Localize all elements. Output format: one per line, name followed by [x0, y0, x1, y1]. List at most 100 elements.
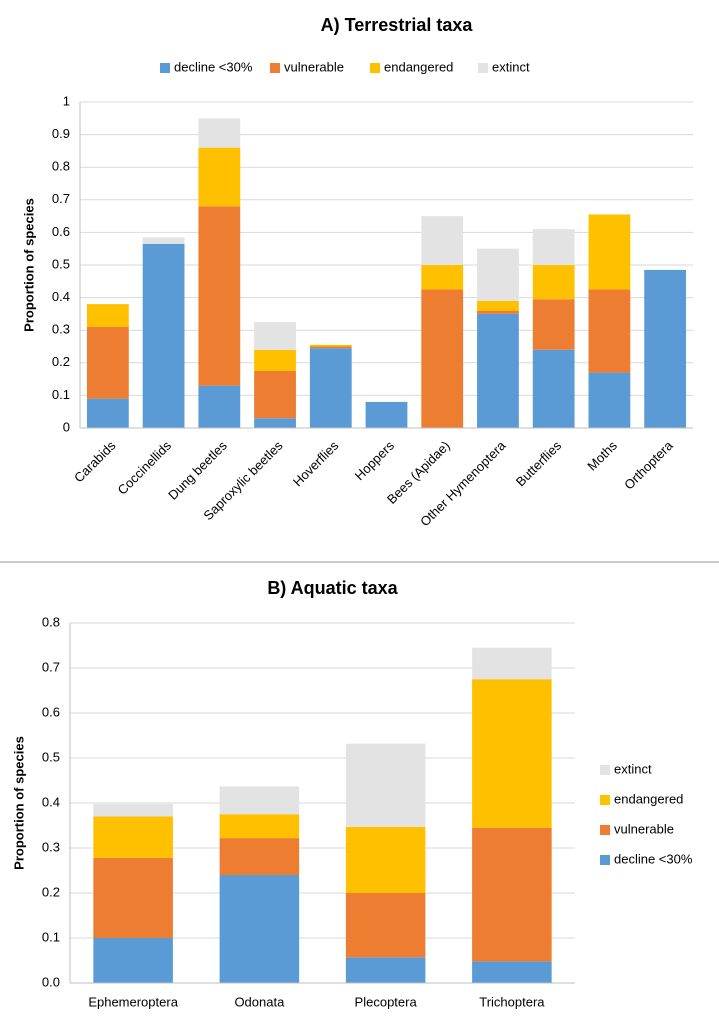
- x-tick-label: Coccinellids: [114, 438, 174, 498]
- bar-segment: [421, 289, 464, 428]
- bar-segment: [345, 957, 426, 983]
- bar-segment: [309, 348, 352, 428]
- y-tick-label: 0.2: [42, 884, 60, 899]
- x-tick-label: Hoverflies: [290, 438, 342, 490]
- bar-segment: [142, 237, 185, 244]
- legend-swatch: [270, 63, 280, 73]
- legend-label: decline <30%: [174, 59, 253, 74]
- bar-segment: [254, 349, 296, 371]
- bar-segment: [477, 313, 519, 428]
- y-tick-label: 0.3: [42, 839, 60, 854]
- legend-swatch: [600, 825, 610, 835]
- bar-segment: [345, 893, 426, 958]
- bar-segment: [644, 269, 687, 428]
- legend-label: vulnerable: [284, 59, 344, 74]
- bar-segment: [219, 814, 300, 839]
- y-tick-label: 0.2: [52, 354, 70, 369]
- y-axis-title: Proportion of species: [21, 198, 36, 332]
- y-tick-label: 0.4: [42, 794, 60, 809]
- bar-segment: [198, 147, 241, 207]
- bar-segment: [198, 385, 241, 428]
- legend-label: endangered: [614, 791, 683, 806]
- bar-segment: [365, 401, 408, 428]
- bar-segment: [421, 265, 464, 290]
- bar-segment: [532, 349, 575, 428]
- y-tick-label: 0.6: [42, 704, 60, 719]
- bar-segment: [532, 265, 575, 300]
- y-tick-label: 0.7: [42, 659, 60, 674]
- bar-segment: [93, 857, 173, 938]
- y-tick-label: 0.8: [42, 614, 60, 629]
- y-tick-label: 0.7: [52, 191, 70, 206]
- legend-label: endangered: [384, 59, 453, 74]
- bar-segment: [345, 826, 426, 893]
- bar-segment: [93, 938, 173, 983]
- bar-segment: [345, 743, 426, 827]
- y-tick-label: 0.1: [52, 387, 70, 402]
- y-axis-title: Proportion of species: [11, 736, 26, 870]
- bar-segment: [309, 344, 352, 347]
- bar-segment: [86, 304, 129, 327]
- legend-swatch: [478, 63, 488, 73]
- y-tick-label: 0.5: [52, 256, 70, 271]
- bar-segment: [477, 300, 519, 311]
- x-tick-label: Carabids: [71, 438, 119, 486]
- x-tick-label: Plecoptera: [355, 994, 418, 1009]
- bar-segment: [254, 370, 296, 419]
- bar-segment: [219, 875, 300, 983]
- legend-label: decline <30%: [614, 851, 693, 866]
- bar-segment: [472, 647, 552, 680]
- bar-segment: [198, 118, 241, 148]
- y-tick-label: 0.1: [42, 929, 60, 944]
- bar-segment: [532, 299, 575, 350]
- y-tick-label: 0.4: [52, 289, 70, 304]
- bar-segment: [198, 206, 241, 386]
- x-tick-label: Ephemeroptera: [88, 994, 178, 1009]
- x-tick-label: Hoppers: [352, 438, 398, 484]
- y-tick-label: 0.9: [52, 126, 70, 141]
- bar-segment: [142, 243, 185, 428]
- y-tick-label: 0: [63, 419, 70, 434]
- bar-segment: [472, 679, 552, 828]
- legend-swatch: [370, 63, 380, 73]
- bar-segment: [421, 216, 464, 265]
- chart-title: A) Terrestrial taxa: [321, 15, 474, 35]
- bar-segment: [588, 214, 631, 290]
- bar-segment: [472, 827, 552, 962]
- bar-segment: [93, 803, 173, 817]
- legend-swatch: [600, 795, 610, 805]
- bar-segment: [532, 229, 575, 265]
- bar-segment: [477, 310, 519, 314]
- y-tick-label: 1: [63, 93, 70, 108]
- bar-segment: [472, 961, 552, 983]
- chart-title: B) Aquatic taxa: [267, 578, 398, 598]
- y-tick-label: 0.6: [52, 224, 70, 239]
- x-tick-label: Orthoptera: [621, 437, 676, 492]
- legend-swatch: [160, 63, 170, 73]
- y-tick-label: 0.5: [42, 749, 60, 764]
- x-tick-label: Trichoptera: [479, 994, 545, 1009]
- legend-swatch: [600, 765, 610, 775]
- y-tick-label: 0.0: [42, 974, 60, 989]
- bar-segment: [219, 838, 300, 875]
- legend-swatch: [600, 855, 610, 865]
- legend-label: vulnerable: [614, 821, 674, 836]
- bar-segment: [309, 346, 352, 349]
- bar-segment: [219, 786, 300, 815]
- x-tick-label: Odonata: [234, 994, 285, 1009]
- legend-label: extinct: [492, 59, 530, 74]
- bar-segment: [477, 248, 519, 301]
- bar-segment: [588, 372, 631, 428]
- legend-label: extinct: [614, 761, 652, 776]
- bar-segment: [254, 322, 296, 350]
- bar-segment: [86, 398, 129, 428]
- x-tick-label: Butterflies: [513, 438, 565, 490]
- x-tick-label: Moths: [584, 438, 620, 474]
- y-tick-label: 0.8: [52, 159, 70, 174]
- bar-segment: [93, 816, 173, 858]
- bar-segment: [86, 326, 129, 399]
- y-tick-label: 0.3: [52, 322, 70, 337]
- bar-segment: [254, 418, 296, 428]
- bar-segment: [588, 289, 631, 373]
